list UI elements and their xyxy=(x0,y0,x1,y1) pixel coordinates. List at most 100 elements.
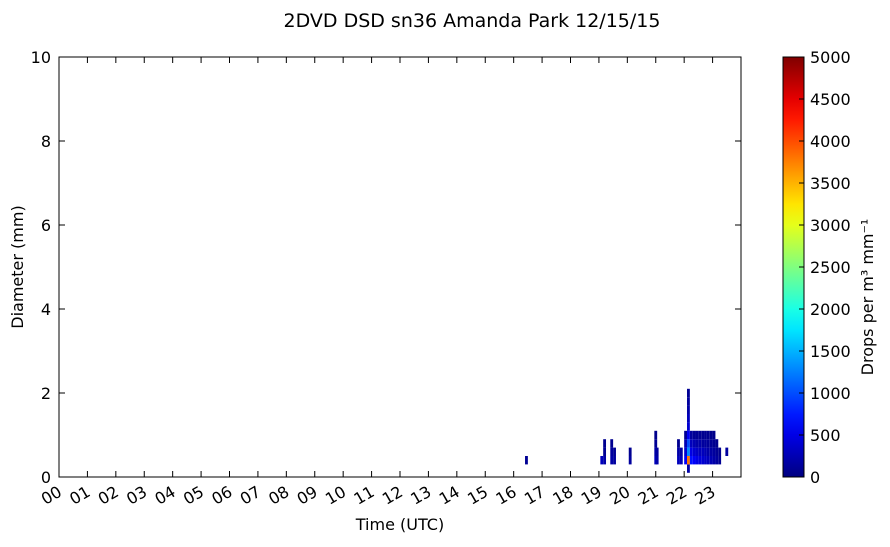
y-tick-label: 10 xyxy=(31,48,51,67)
heatmap-cell xyxy=(701,456,705,465)
colorbar-tick-label: 4500 xyxy=(810,90,851,109)
heatmap-cell xyxy=(628,447,632,456)
colorbar-tick-label: 3000 xyxy=(810,216,851,235)
heatmap-cell xyxy=(603,447,607,456)
x-tick-label: 18 xyxy=(549,482,576,509)
x-tick-label: 09 xyxy=(294,482,321,509)
heatmap-cell xyxy=(687,456,690,465)
colorbar-tick-label: 1000 xyxy=(810,384,851,403)
y-tick-label: 0 xyxy=(41,468,51,487)
y-tick-label: 6 xyxy=(41,216,51,235)
y-tick-label: 8 xyxy=(41,132,51,151)
heatmap-cell xyxy=(715,456,719,465)
y-tick-label: 4 xyxy=(41,300,51,319)
heatmap-cell xyxy=(684,447,688,456)
colorbar-tick-label: 1500 xyxy=(810,342,851,361)
heatmap-cell xyxy=(704,456,707,465)
heatmap-cell xyxy=(687,397,690,406)
heatmap-cell xyxy=(706,456,710,465)
heatmap-cell xyxy=(712,447,716,456)
heatmap-cell xyxy=(706,439,710,448)
x-tick-label: 16 xyxy=(493,482,520,509)
heatmap-cell xyxy=(704,439,707,448)
heatmap-cell xyxy=(709,430,713,440)
x-tick-label: 15 xyxy=(464,482,491,509)
colorbar-tick-label: 500 xyxy=(810,426,841,445)
heatmap-cell xyxy=(692,439,696,448)
heatmap-cell xyxy=(655,456,659,465)
heatmap-cell xyxy=(715,439,719,448)
heatmap-cell xyxy=(687,447,690,456)
heatmap-cell xyxy=(628,456,632,465)
heatmap-cell xyxy=(692,447,696,456)
x-axis-label: Time (UTC) xyxy=(355,515,444,534)
heatmap-cell xyxy=(603,456,607,465)
x-tick-label: 07 xyxy=(237,482,264,509)
y-tick-label: 2 xyxy=(41,384,51,403)
heatmap-cell xyxy=(704,430,707,440)
heatmap-cell xyxy=(709,439,713,448)
x-tick-label: 02 xyxy=(95,482,122,509)
x-tick-label: 04 xyxy=(152,482,179,509)
colorbar-tick-label: 3500 xyxy=(810,174,851,193)
chart-title: 2DVD DSD sn36 Amanda Park 12/15/15 xyxy=(284,10,661,32)
plot-frame xyxy=(58,56,742,478)
colorbar-tick-label: 5000 xyxy=(810,48,851,67)
y-axis-label: Diameter (mm) xyxy=(8,205,27,328)
heatmap-cell xyxy=(655,447,659,456)
x-tick-label: 19 xyxy=(578,482,605,509)
heatmap-cell xyxy=(706,447,710,456)
heatmap-cell xyxy=(687,464,690,473)
heatmap-cell xyxy=(712,456,716,465)
heatmap-cell xyxy=(698,456,702,465)
colorbar-tick-label: 4000 xyxy=(810,132,851,151)
x-tick-label: 06 xyxy=(208,482,235,509)
x-tick-label: 12 xyxy=(379,482,406,509)
heatmap-cell xyxy=(613,456,616,465)
heatmap-cell xyxy=(698,447,702,456)
heatmap-cell xyxy=(610,439,614,448)
heatmap-cell xyxy=(654,439,658,448)
heatmap-cell xyxy=(695,439,699,448)
colorbar-tick-label: 2000 xyxy=(810,300,851,319)
heatmap-cell xyxy=(677,439,680,448)
heatmap-cell xyxy=(718,447,722,456)
heatmap-cell xyxy=(687,422,690,431)
heatmap-cell xyxy=(689,439,693,448)
heatmap-cell xyxy=(689,430,693,440)
heatmap-cell xyxy=(684,439,688,448)
heatmap-cell xyxy=(689,456,693,465)
heatmap-cell xyxy=(687,388,690,398)
heatmap-cell xyxy=(695,430,699,440)
heatmap-cell xyxy=(687,439,690,448)
heatmap-cell xyxy=(701,430,705,440)
heatmap-cell xyxy=(689,447,693,456)
x-tick-label: 03 xyxy=(123,482,150,509)
heatmap-cell xyxy=(687,430,690,440)
heatmap-cell xyxy=(525,456,528,465)
x-tick-label: 10 xyxy=(322,482,349,509)
x-tick-label: 20 xyxy=(606,482,633,509)
heatmap-cell xyxy=(701,439,705,448)
heatmap-cell xyxy=(613,447,616,456)
heatmap-cell xyxy=(610,447,614,456)
x-tick-label: 05 xyxy=(180,482,207,509)
colorbar-tick-label: 2500 xyxy=(810,258,851,277)
heatmap-cell xyxy=(698,439,702,448)
x-tick-label: 13 xyxy=(407,482,434,509)
heatmap-cell xyxy=(610,456,614,465)
heatmap-cell xyxy=(701,447,705,456)
heatmap-cell xyxy=(684,456,688,465)
heatmap-cell xyxy=(712,430,716,440)
heatmap-cell xyxy=(603,439,607,448)
x-tick-label: 11 xyxy=(350,482,377,509)
heatmap-cell xyxy=(687,405,690,414)
heatmap-cell xyxy=(704,447,707,456)
heatmap-cell xyxy=(692,430,696,440)
heatmap-cell xyxy=(677,447,680,456)
heatmap-cell xyxy=(715,447,719,456)
heatmap-cell xyxy=(709,447,713,456)
heatmap-cell xyxy=(677,456,680,465)
x-tick-label: 01 xyxy=(66,482,93,509)
